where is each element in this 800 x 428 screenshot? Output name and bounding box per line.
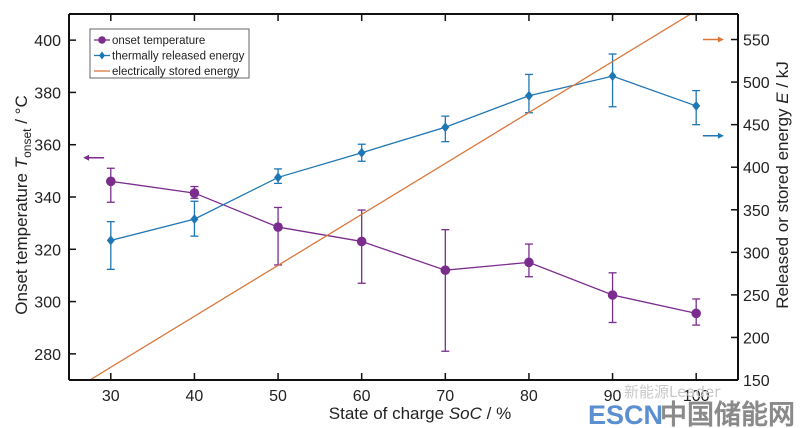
y-right-tick-label: 200 bbox=[743, 330, 770, 347]
data-point bbox=[190, 214, 199, 225]
y-left-tick-label: 360 bbox=[34, 138, 61, 155]
y-left-tick-label: 400 bbox=[34, 33, 61, 50]
legend-label: onset temperature bbox=[112, 35, 205, 47]
arrow-head bbox=[717, 36, 724, 43]
y-right-tick-label: 500 bbox=[743, 75, 770, 92]
x-tick-label: 90 bbox=[604, 388, 622, 405]
y-right-tick-label: 150 bbox=[743, 373, 770, 390]
y-right-tick-label: 250 bbox=[743, 288, 770, 305]
data-point bbox=[274, 172, 283, 183]
y-left-tick-label: 380 bbox=[34, 85, 61, 102]
series-line bbox=[89, 14, 692, 380]
x-tick-label: 100 bbox=[683, 388, 710, 405]
legend-entry: thermally released energy bbox=[94, 51, 245, 63]
data-point bbox=[273, 222, 283, 232]
watermark-wechat-text: 新能源Leader bbox=[624, 383, 721, 401]
x-tick-label: 30 bbox=[102, 388, 120, 405]
legend-box bbox=[89, 28, 250, 79]
y-axis-left-title: Onset temperature Tonset / °C bbox=[12, 95, 34, 314]
legend-entry: onset temperature bbox=[94, 35, 205, 47]
data-point bbox=[106, 235, 115, 246]
data-point bbox=[189, 188, 200, 198]
axes: 30 40 50 60 70 80 90 100 280 300 320 340 360 380 400 15… bbox=[34, 13, 770, 405]
x-tick-label: 60 bbox=[353, 388, 371, 405]
x-tick-label: 80 bbox=[520, 388, 538, 405]
legend-label: electrically stored energy bbox=[112, 66, 239, 78]
data-point bbox=[607, 290, 618, 300]
data-point bbox=[357, 147, 366, 158]
y-left-tick-label: 280 bbox=[34, 347, 61, 364]
watermark: 新能源Leader ESCN 中国储能网 bbox=[588, 383, 795, 428]
legend-entry: electrically stored energy bbox=[94, 66, 239, 78]
data-point bbox=[440, 265, 451, 276]
data-point bbox=[691, 308, 701, 319]
y-right-tick-label: 350 bbox=[743, 203, 770, 220]
y-left-tick-label: 340 bbox=[34, 190, 61, 207]
legend: onset temperature thermally released ener… bbox=[89, 28, 250, 79]
legend-label: thermally released energy bbox=[112, 51, 245, 63]
plot-area bbox=[83, 14, 724, 380]
x-tick-label: 50 bbox=[269, 388, 287, 405]
data-point bbox=[441, 122, 450, 133]
y-right-tick-label: 450 bbox=[743, 118, 770, 135]
axis-indicator-arrow bbox=[702, 132, 724, 139]
axis-indicator-arrow bbox=[702, 36, 724, 43]
series-line bbox=[110, 180, 697, 314]
series-electrically-stored-energy bbox=[89, 14, 692, 380]
x-tick-label: 70 bbox=[436, 388, 454, 405]
series-line bbox=[110, 75, 697, 242]
data-point bbox=[692, 100, 701, 111]
y-right-tick-label: 550 bbox=[743, 33, 770, 50]
x-axis-title: State of charge SoC / % bbox=[329, 404, 511, 423]
axis-titles: State of charge SoC / % Onset temperatur… bbox=[12, 61, 792, 423]
watermark-brand-cn: 中国储能网 bbox=[660, 399, 795, 428]
axis-indicator-arrow bbox=[83, 154, 105, 161]
y-left-tick-label: 300 bbox=[34, 295, 61, 312]
y-left-tick-label: 320 bbox=[34, 242, 61, 259]
series-onset-temperature bbox=[106, 167, 701, 352]
watermark-brand-latin: ESCN bbox=[588, 400, 663, 428]
data-point bbox=[524, 257, 534, 268]
series-thermally-released-energy bbox=[106, 53, 701, 270]
y-right-tick-label: 400 bbox=[743, 160, 770, 177]
arrow-head bbox=[83, 154, 90, 161]
data-point bbox=[608, 71, 617, 82]
data-point bbox=[356, 236, 367, 247]
legend-marker bbox=[99, 51, 105, 60]
legend-marker bbox=[98, 36, 106, 44]
data-point bbox=[106, 176, 116, 187]
y-right-tick-label: 300 bbox=[743, 245, 770, 262]
arrow-head bbox=[717, 132, 724, 139]
data-point bbox=[524, 90, 533, 101]
x-tick-label: 40 bbox=[186, 388, 204, 405]
y-axis-right-title: Released or stored energy E / kJ bbox=[773, 61, 792, 309]
